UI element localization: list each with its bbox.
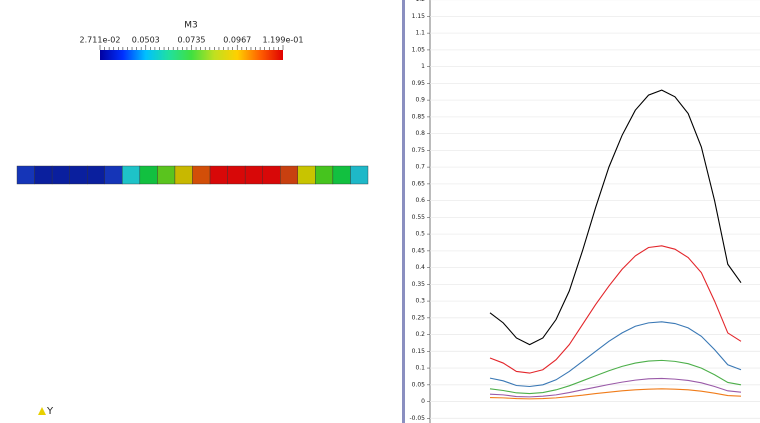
cell [174,165,193,185]
cell [34,165,53,185]
y-tick-label: 0.6 [415,197,425,204]
cell [297,165,316,185]
y-tick-label: 1.05 [412,46,426,53]
colorbar-label: 0.0735 [178,36,206,45]
y-tick-label: 0.8 [415,130,425,137]
colorbar-ticks [99,45,284,50]
y-tick-label: 1.15 [412,13,426,20]
cell [16,165,35,185]
y-tick-label: 1.1 [415,30,425,37]
y-tick-label: 0.1 [415,365,425,372]
y-tick-label: -0.05 [409,415,425,422]
colorbar-title: M3 [184,21,198,31]
colorbar-label: 2.711e-02 [80,36,121,45]
series-line [489,89,742,346]
y-tick-label: 0.5 [415,231,425,238]
axis-label: Y [46,406,54,417]
y-tick-label: 0 [421,398,425,405]
cell [192,165,211,185]
series-line [489,245,742,374]
y-tick-label: 0.65 [412,180,426,187]
cell [51,165,70,185]
colorbar-label: 1.199e-01 [263,36,304,45]
view-splitter [402,0,405,423]
y-tick-label: 0.25 [412,314,426,321]
colorbar-label: 0.0503 [132,36,160,45]
cell [86,165,105,185]
cell [350,165,369,185]
cell [332,165,351,185]
cell [209,165,228,185]
series-line [489,388,742,400]
y-tick-label: 1.2 [415,0,425,3]
cell [315,165,334,185]
colorbar [100,50,283,60]
series-line [489,359,742,395]
series-line [489,377,742,398]
axis-triad [38,407,46,415]
render-view [0,0,402,423]
cell [157,165,176,185]
y-tick-label: 0.75 [412,147,426,154]
y-tick-label: 0.9 [415,97,425,104]
cell [104,165,123,185]
cell [139,165,158,185]
y-tick-label: 0.3 [415,298,425,305]
y-tick-label: 0.35 [412,281,426,288]
cell [262,165,281,185]
y-tick-label: 0.7 [415,164,425,171]
cell [227,165,246,185]
y-tick-label: 1 [421,63,425,70]
cell [280,165,298,185]
colorbar-label: 0.0967 [223,36,251,45]
y-tick-label: 0.85 [412,113,426,120]
cell [69,165,88,185]
cell [244,165,263,185]
cell [122,165,141,185]
y-tick-label: 0.4 [415,264,425,271]
y-tick-label: 0.2 [415,331,425,338]
series-line [489,321,742,388]
y-tick-label: 0.05 [412,381,426,388]
y-tick-label: 0.95 [412,80,426,87]
y-tick-label: 0.55 [412,214,426,221]
y-tick-label: 0.45 [412,247,426,254]
mesh [16,165,369,185]
y-tick-label: 0.15 [412,348,426,355]
